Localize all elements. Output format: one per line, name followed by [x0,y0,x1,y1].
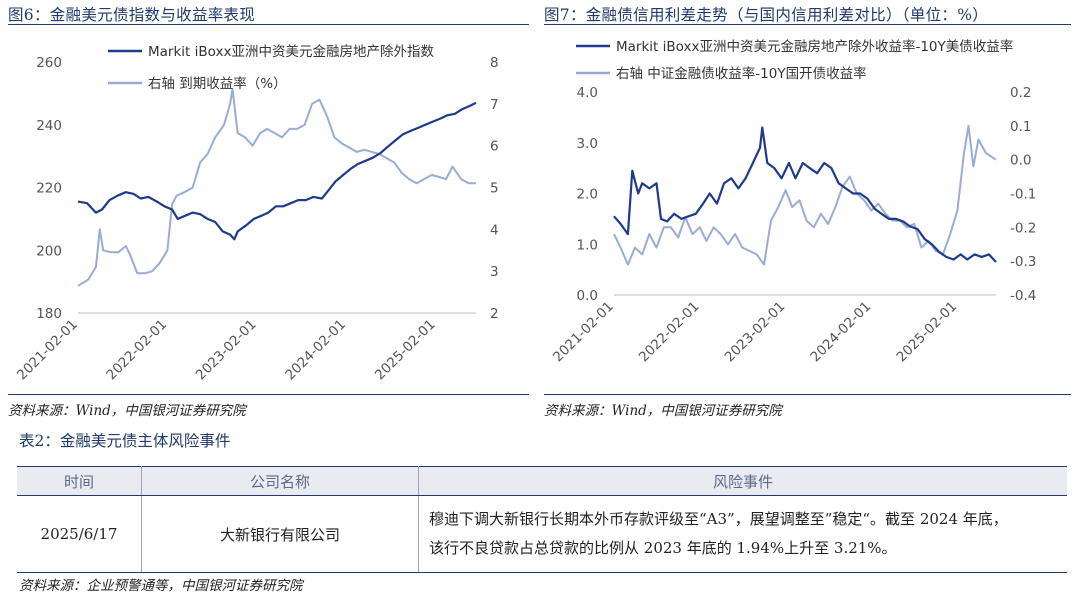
x-tick-label: 2024-02-01 [282,317,349,384]
cell-event: 穆迪下调大新银行长期本外币存款评级至“A3”，展望调整至”稳定“。截至 2024… [418,495,1067,573]
cell-company: 大新银行有限公司 [141,495,419,573]
left-chart: 180 200 220 240 260 2 3 4 5 6 7 8 2021-02-01 2022-02-… [14,44,499,384]
y-right-tick-label: 2 [490,306,499,322]
y-right-tick-label: 3 [490,264,499,280]
right-figure-source: 资料来源：Wind，中国银河证券研究院 [544,403,782,419]
left-figure-top-rule [8,24,529,25]
series-line-left-axis [613,126,997,263]
y-left-tick-label: 0.0 [577,288,598,304]
table-title: 表2：金融美元债主体风险事件 [19,432,231,450]
header-date: 时间 [17,466,142,496]
x-tick-label: 2021-02-01 [14,317,81,384]
y-left-tick-label: 220 [36,181,62,197]
series-line-left-axis [77,101,477,241]
y-right-tick-label: 7 [490,97,499,113]
y-right-tick-label: 5 [490,181,499,197]
legend-label: 右轴 到期收益率（%） [148,75,287,92]
y-right-tick-label: -0.3 [1010,254,1036,270]
y-left-tick-label: 4.0 [577,85,598,101]
risk-event-table: 时间 公司名称 风险事件 2025/6/17 大新银行有限公司 穆迪下调大新银行… [17,466,1067,573]
y-left-tick-label: 1.0 [577,237,598,253]
y-left-tick-label: 3.0 [577,136,598,152]
y-right-tick-label: -0.2 [1010,220,1036,236]
y-right-tick-label: 4 [490,222,499,238]
table-header-row: 时间 公司名称 风险事件 [17,466,1067,496]
legend-label: Markit iBoxx亚洲中资美元金融房地产除外指数 [148,44,434,60]
y-left-tick-label: 260 [36,55,62,71]
y-right-tick-label: -0.4 [1010,288,1036,304]
header-company: 公司名称 [141,466,419,496]
table-source: 资料来源：企业预警通等，中国银河证券研究院 [19,578,303,594]
header-event: 风险事件 [418,466,1067,496]
left-figure-title: 图6：金融美元债指数与收益率表现 [8,6,256,24]
y-right-tick-label: 0.0 [1010,153,1031,169]
y-left-tick-label: 240 [36,118,62,134]
x-tick-label: 2025-02-01 [372,317,439,384]
y-right-tick-label: 0.1 [1010,119,1031,135]
y-left-tick-label: 200 [36,243,62,259]
series-line-right-axis [77,88,476,287]
x-tick-label: 2022-02-01 [103,317,170,384]
x-tick-label: 2023-02-01 [722,299,789,366]
left-figure-bottom-rule [8,394,529,395]
right-figure-bottom-rule [544,394,1071,395]
table-row: 2025/6/17 大新银行有限公司 穆迪下调大新银行长期本外币存款评级至“A3… [17,495,1067,573]
right-figure-title: 图7：金融债信用利差走势（与国内信用利差对比）（单位：%） [544,6,989,24]
series-line-right-axis [613,124,997,266]
x-tick-label: 2022-02-01 [636,299,703,366]
y-right-tick-label: 6 [490,139,499,155]
right-chart: 0.0 1.0 2.0 3.0 4.0 -0.4 -0.3 -0.2 -0.1 0.0 0.1 0.2… [550,38,1036,366]
x-tick-label: 2024-02-01 [807,299,874,366]
y-right-tick-label: 0.2 [1010,85,1031,101]
y-left-tick-label: 180 [36,306,62,322]
x-tick-label: 2021-02-01 [550,299,617,366]
legend-label: 右轴 中证金融债收益率-10Y国开债收益率 [616,65,867,82]
legend-label: Markit iBoxx亚洲中资美元金融房地产除外收益率-10Y美债收益率 [616,38,1013,55]
x-tick-label: 2025-02-01 [893,299,960,366]
event-text-line-1: 穆迪下调大新银行长期本外币存款评级至“A3”，展望调整至”稳定“。截至 2024… [429,510,1008,528]
event-text-line-2: 该行不良贷款占总贷款的比例从 2023 年底的 1.94%上升至 3.21%。 [429,539,897,557]
y-right-tick-label: -0.1 [1010,187,1036,203]
cell-date: 2025/6/17 [17,495,142,573]
left-figure-source: 资料来源：Wind，中国银河证券研究院 [8,403,246,419]
y-left-tick-label: 2.0 [577,187,598,203]
right-figure-top-rule [544,24,1071,25]
x-tick-label: 2023-02-01 [193,317,260,384]
y-right-tick-label: 8 [490,55,499,71]
